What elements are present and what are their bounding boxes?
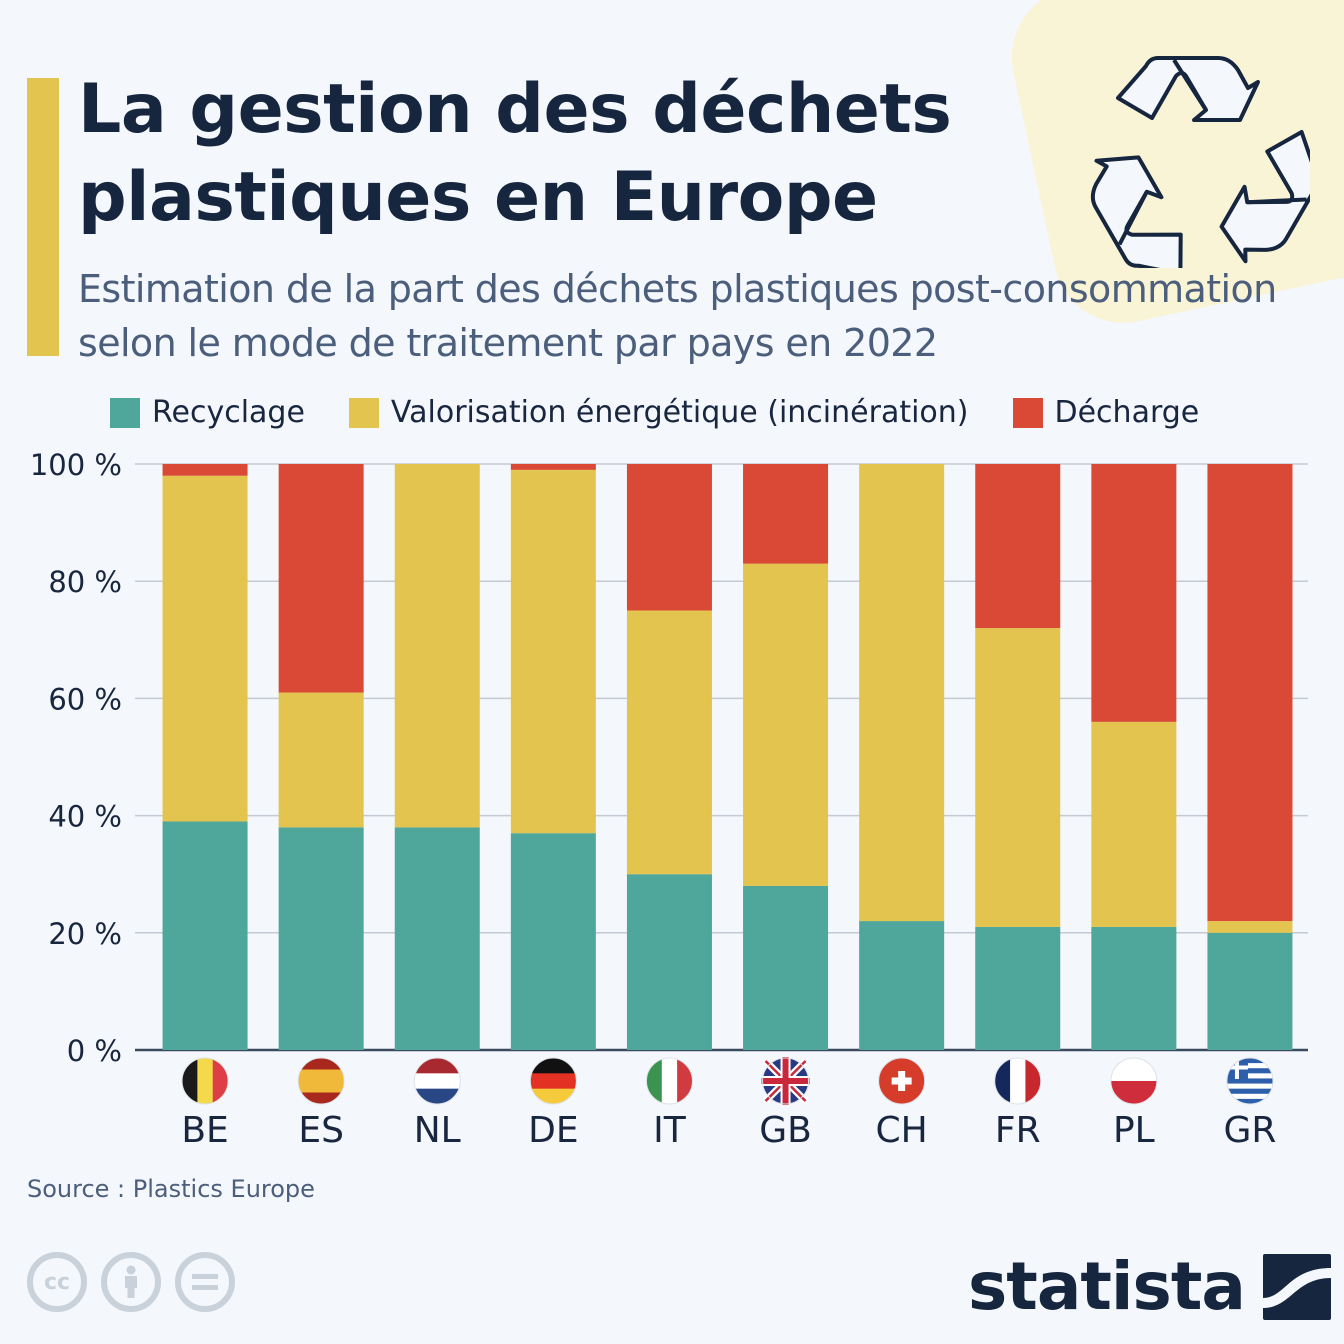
bar-segment-es-recyclage [278, 827, 364, 1050]
poland-flag-icon [1110, 1057, 1158, 1105]
bar-segment-de-recyclage [510, 833, 596, 1050]
legend-swatch-valorisation [348, 397, 379, 428]
bar-segment-es-decharge [278, 464, 364, 693]
greece-flag-icon [1226, 1057, 1274, 1105]
bar-segment-it-recyclage [626, 874, 712, 1050]
y-tick-label: 20 % [48, 917, 122, 951]
statista-logo[interactable]: statista [968, 1248, 1331, 1325]
statista-logo-mark-icon [1262, 1253, 1331, 1320]
license-icons: cc [27, 1252, 235, 1312]
bar-segment-pl-valorisation [1091, 721, 1177, 927]
source-note: Source : Plastics Europe [27, 1175, 315, 1203]
france-flag-icon [994, 1057, 1042, 1105]
stacked-bar-chart: 0 % 20 % 40 % 60 % 80 % 100 % BE ES NL DE IT GB CH FR… [30, 448, 1308, 1151]
belgium-flag-icon [181, 1057, 229, 1105]
bar-segment-pl-recyclage [1091, 926, 1177, 1050]
legend-item-recyclage: Recyclage [110, 395, 305, 430]
legend-swatch-decharge [1012, 397, 1043, 428]
legend-swatch-recyclage [110, 397, 140, 428]
attribution-icon[interactable] [101, 1252, 161, 1312]
legend-label-decharge: Décharge [1054, 395, 1200, 430]
title-accent-bar [27, 78, 59, 356]
cc-icon[interactable]: cc [27, 1252, 87, 1312]
bar-segment-nl-recyclage [394, 827, 480, 1050]
x-tick-label: GB [759, 1110, 812, 1151]
bar-segment-it-valorisation [626, 610, 712, 875]
bar-segment-fr-recyclage [975, 926, 1061, 1050]
bar-segment-be-valorisation [162, 475, 248, 822]
x-tick-label: IT [653, 1110, 687, 1151]
x-tick-label: NL [414, 1110, 461, 1151]
chart-legend: Recyclage Valorisation énergétique (inci… [110, 395, 1243, 430]
y-tick-label: 0 % [67, 1034, 122, 1068]
chart-subtitle: Estimation de la part des déchets plasti… [78, 267, 1277, 365]
bar-segment-de-decharge [510, 464, 596, 470]
x-tick-label: CH [876, 1110, 928, 1151]
x-tick-label: GR [1223, 1110, 1276, 1151]
legend-item-decharge: Décharge [1012, 395, 1200, 430]
bar-segment-it-decharge [626, 464, 712, 611]
chart-title: La gestion des déchets plastiques en Eur… [78, 70, 952, 237]
bar-segment-gb-decharge [743, 464, 829, 564]
bar-segment-gb-recyclage [743, 885, 829, 1050]
recycle-icon [1090, 56, 1310, 268]
bar-segment-nl-valorisation [394, 464, 480, 828]
bar-segment-pl-decharge [1091, 464, 1177, 722]
statista-wordmark: statista [968, 1248, 1246, 1325]
uk-flag-icon [761, 1057, 810, 1105]
spain-flag-icon [297, 1057, 345, 1105]
y-tick-label: 100 % [30, 448, 122, 482]
x-tick-label: ES [298, 1110, 344, 1151]
y-tick-label: 40 % [48, 800, 122, 834]
no-derivatives-icon[interactable] [175, 1252, 235, 1312]
y-tick-label: 60 % [48, 682, 122, 716]
bar-segment-es-valorisation [278, 692, 364, 828]
germany-flag-icon [529, 1057, 577, 1105]
bar-segment-gr-decharge [1207, 464, 1293, 922]
x-tick-label: DE [528, 1110, 578, 1151]
bar-segment-fr-valorisation [975, 628, 1061, 927]
legend-item-valorisation: Valorisation énergétique (incinération) [348, 395, 969, 430]
bar-segment-be-recyclage [162, 821, 248, 1050]
legend-label-recyclage: Recyclage [152, 395, 305, 430]
switzerland-flag-icon [878, 1057, 926, 1105]
x-tick-label: BE [181, 1110, 228, 1151]
legend-label-valorisation: Valorisation énergétique (incinération) [390, 395, 969, 430]
bar-segment-ch-recyclage [859, 921, 945, 1050]
bar-segment-be-decharge [162, 464, 248, 476]
italy-flag-icon [645, 1057, 693, 1105]
x-tick-label: FR [995, 1110, 1041, 1151]
netherlands-flag-icon [413, 1057, 461, 1105]
bar-segment-gr-valorisation [1207, 921, 1293, 933]
bar-segment-ch-valorisation [859, 464, 945, 922]
bar-segment-gr-recyclage [1207, 932, 1293, 1050]
bar-segment-gb-valorisation [743, 563, 829, 886]
bar-segment-fr-decharge [975, 464, 1061, 629]
x-tick-label: PL [1113, 1110, 1155, 1151]
bar-segment-de-valorisation [510, 469, 596, 834]
y-tick-label: 80 % [48, 565, 122, 599]
